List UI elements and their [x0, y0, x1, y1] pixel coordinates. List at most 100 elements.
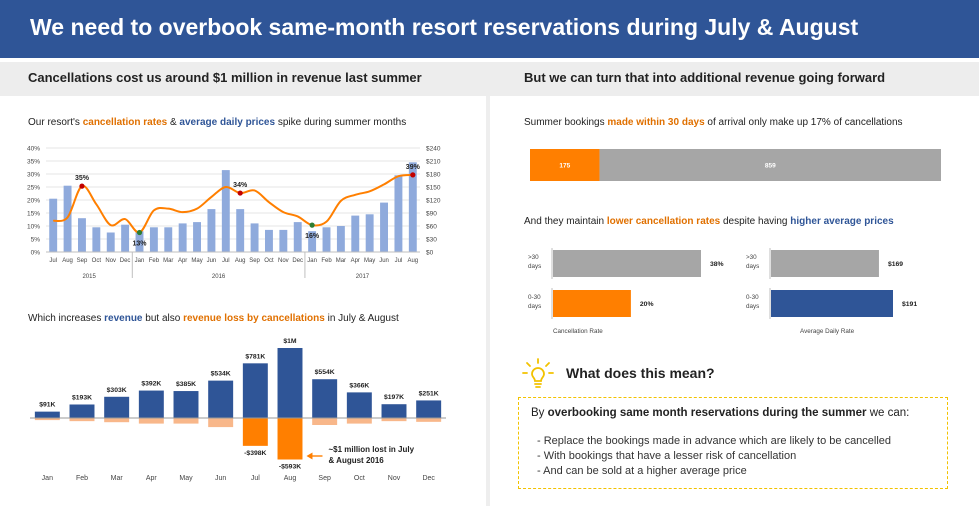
intro-text: in July & August — [324, 313, 399, 324]
revenue-bar — [277, 348, 303, 418]
revenue-label: $781K — [245, 353, 265, 360]
revenue-bar — [208, 380, 234, 418]
cancellation-rate-bar — [380, 202, 388, 252]
intro-text: Our resort's — [28, 117, 83, 128]
x-tick-label: Dec — [292, 258, 303, 264]
intro-text: of arrival only make up 17% of cancellat… — [704, 117, 903, 128]
y-left-tick-label: 0% — [31, 250, 41, 257]
revenue-bar — [34, 411, 60, 418]
x-tick-label: Jan — [135, 258, 145, 264]
intro-text: despite having — [720, 216, 791, 227]
x-tick-label: Jul — [251, 475, 260, 482]
header-banner: We need to overbook same-month resort re… — [0, 0, 979, 58]
year-label: 2017 — [356, 274, 370, 280]
x-tick-label: Dec — [422, 475, 435, 482]
maintain-intro: And they maintain lower cancellation rat… — [524, 216, 894, 227]
annotation-marker — [136, 229, 143, 236]
intro-text: Which increases — [28, 313, 105, 324]
revenue-label: $366K — [349, 382, 369, 389]
lead-bar — [553, 250, 701, 277]
insight-heading-text: By — [531, 407, 548, 419]
revenue-bar — [173, 391, 199, 418]
lead-value-label: $169 — [888, 261, 903, 268]
lead-bar — [771, 290, 893, 317]
cancellation-rate-bar — [221, 170, 230, 252]
y-left-tick-label: 20% — [27, 198, 40, 205]
x-tick-label: Nov — [278, 258, 289, 264]
revenue-loss-label: -$593K — [279, 464, 301, 471]
y-left-tick-label: 15% — [27, 211, 40, 218]
revenue-label: $1M — [283, 338, 297, 345]
intro-highlight-within-30: made within 30 days — [607, 117, 705, 128]
x-tick-label: Jul — [222, 258, 230, 264]
revenue-label: $392K — [141, 381, 161, 388]
x-tick-label: Jun — [207, 258, 217, 264]
cancellation-rate-bar — [394, 175, 403, 252]
insight-bullet: - With bookings that have a lesser risk … — [537, 450, 797, 462]
x-tick-label: Aug — [235, 258, 246, 264]
revenue-bar — [312, 379, 338, 418]
y-right-tick-label: $180 — [426, 172, 441, 179]
revenue-loss-bar — [346, 418, 372, 424]
insight-bullet: - And can be sold at a higher average pr… — [537, 465, 747, 477]
cancellation-rate-bar — [293, 222, 302, 252]
cancellation-rate-bar — [121, 224, 130, 252]
x-tick-label: Apr — [178, 258, 187, 264]
revenue-loss-chart: $91K $193K $303K $392K $385K $534K $781K $1M $55… — [30, 338, 446, 482]
cancellation-rate-bar — [193, 222, 201, 252]
left-subtitle: Cancellations cost us around $1 million … — [28, 70, 422, 85]
revenue-bar — [416, 400, 442, 418]
revenue-loss-bar — [173, 418, 199, 424]
revenue-label: $251K — [419, 390, 439, 397]
x-tick-label: Jun — [379, 258, 389, 264]
intro-highlight-cancellation: cancellation rates — [82, 117, 168, 128]
x-tick-label: Mar — [336, 258, 346, 264]
x-tick-label: Oct — [92, 258, 102, 264]
y-left-tick-label: 40% — [27, 146, 40, 153]
cancellation-rate-bar — [207, 209, 216, 252]
lead-category-label: >30 — [746, 254, 757, 261]
insight-heading-text: we can: — [866, 407, 910, 419]
revenue-chart-intro: Which increases revenue but also revenue… — [28, 313, 399, 324]
insight-heading: By overbooking same month reservations d… — [531, 407, 909, 419]
lead-bar — [553, 290, 631, 317]
x-tick-label: Sep — [77, 258, 88, 264]
cancellation-rate-bar — [365, 214, 374, 252]
lead-category-label: days — [528, 263, 541, 270]
annotation-marker — [79, 183, 85, 189]
x-tick-label: Feb — [321, 258, 332, 264]
x-tick-label: May — [364, 258, 375, 264]
lead-bar — [771, 250, 879, 277]
booking-segment-label: 859 — [765, 163, 776, 170]
cancellation-rate-bar — [308, 231, 317, 252]
y-left-tick-label: 10% — [27, 224, 40, 231]
x-tick-label: Sep — [318, 475, 331, 482]
x-tick-label: Nov — [388, 475, 401, 482]
intro-text: but also — [142, 313, 184, 324]
revenue-bar — [346, 392, 372, 418]
cancellation-rate-bar — [92, 227, 101, 252]
intro-highlight-price: average daily prices — [179, 117, 276, 128]
y-left-tick-label: 30% — [27, 172, 40, 179]
revenue-loss-bar — [34, 418, 60, 421]
y-right-tick-label: $0 — [426, 250, 434, 257]
bookings-intro: Summer bookings made within 30 days of a… — [524, 117, 903, 128]
callout-arrow-head — [306, 452, 313, 460]
cancellation-rate-bar — [408, 162, 417, 252]
revenue-bar — [138, 390, 164, 418]
annotation-marker — [237, 190, 243, 196]
intro-text: spike during summer months — [275, 117, 407, 128]
callout-text: & August 2016 — [328, 456, 384, 465]
line-chart-intro: Our resort's cancellation rates & averag… — [28, 117, 406, 128]
revenue-loss-bar — [416, 418, 442, 422]
y-left-tick-label: 5% — [31, 237, 41, 244]
cancellation-rate-bar — [135, 231, 144, 252]
revenue-loss-bar — [69, 418, 95, 422]
y-right-tick-label: $90 — [426, 211, 437, 218]
x-tick-label: May — [191, 258, 202, 264]
cancellation-rate-bar — [78, 218, 86, 252]
x-tick-label: Jan — [307, 258, 317, 264]
cancellation-rate-bar — [149, 227, 158, 252]
revenue-bar — [104, 396, 130, 418]
x-tick-label: Oct — [264, 258, 274, 264]
